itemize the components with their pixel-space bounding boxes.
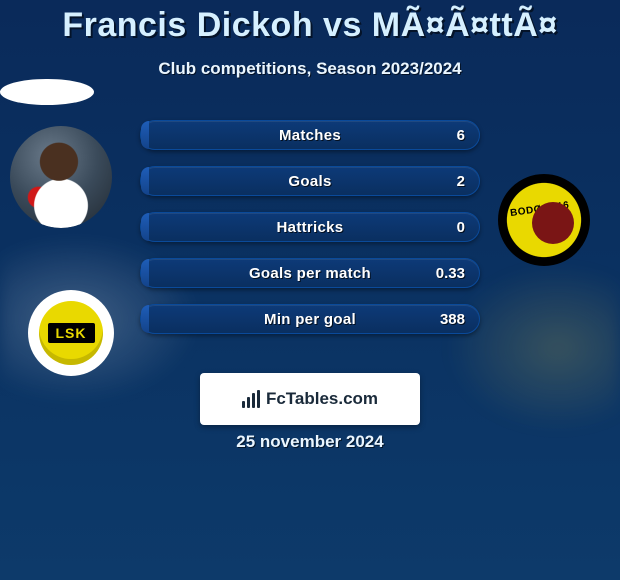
page-subtitle: Club competitions, Season 2023/2024 [0,59,620,79]
brand-card: FcTables.com [200,373,420,425]
stat-row-hattricks: Hattricks 0 [140,212,480,242]
club-logo-right-hint: BODØ 1916 [510,200,570,219]
stat-label: Min per goal [141,305,479,333]
stat-value-right: 6 [457,121,465,149]
stat-label: Goals [141,167,479,195]
bar-chart-icon [242,390,260,408]
club-logo-right: BODØ 1916 [498,174,590,266]
stat-label: Goals per match [141,259,479,287]
stat-row-goals: Goals 2 [140,166,480,196]
stat-row-goals-per-match: Goals per match 0.33 [140,258,480,288]
stat-value-right: 388 [440,305,465,333]
stat-label: Matches [141,121,479,149]
club-logo-left: LSK [28,290,114,376]
stat-value-right: 2 [457,167,465,195]
stats-group: Matches 6 Goals 2 Hattricks 0 Goals per … [140,120,480,350]
brand-label: FcTables.com [266,389,378,409]
stat-value-right: 0 [457,213,465,241]
stat-row-matches: Matches 6 [140,120,480,150]
club-logo-left-disc: LSK [39,301,103,365]
stat-value-right: 0.33 [436,259,465,287]
date-label: 25 november 2024 [0,432,620,452]
stat-row-min-per-goal: Min per goal 388 [140,304,480,334]
player-left-avatar [10,126,112,228]
club-logo-left-code: LSK [48,323,95,343]
page-title: Francis Dickoh vs MÃ¤Ã¤ttÃ¤ [0,0,620,45]
player-right-crest [0,79,94,105]
infographic-root: Francis Dickoh vs MÃ¤Ã¤ttÃ¤ Club competi… [0,0,620,580]
stat-label: Hattricks [141,213,479,241]
